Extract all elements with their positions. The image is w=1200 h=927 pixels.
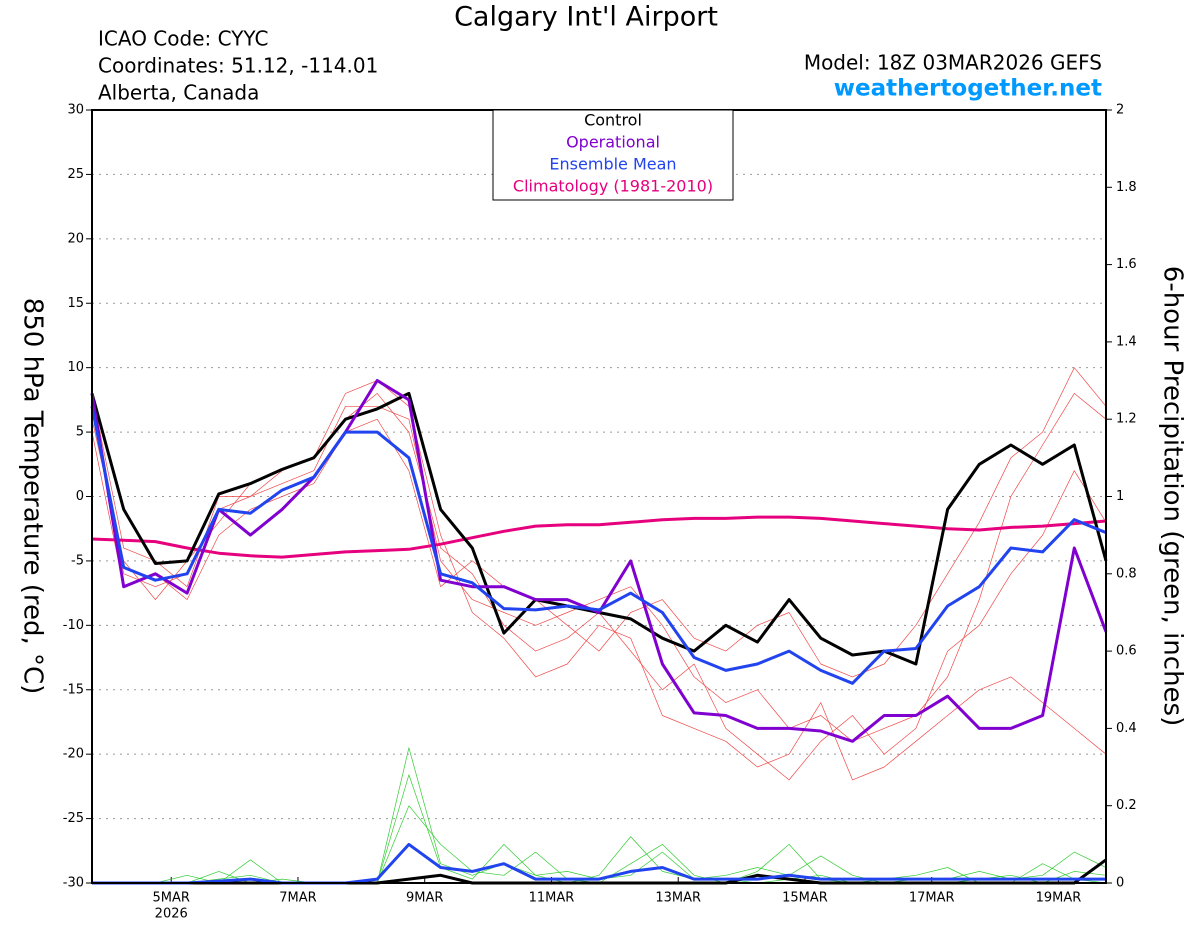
y-tick-label: -30 <box>63 876 84 891</box>
y-tick-label: -10 <box>63 618 84 633</box>
y2-tick-label: 1 <box>1116 489 1124 504</box>
y-tick-label: -25 <box>63 811 84 826</box>
info-line: Alberta, Canada <box>98 81 259 105</box>
y-axis-label: 850 hPa Temperature (red, °C) <box>18 298 48 695</box>
chart-title: Calgary Int'l Airport <box>454 2 718 33</box>
x-tick-label: 5MAR <box>153 891 190 906</box>
y-tick-label: 10 <box>67 360 84 375</box>
series-line <box>92 842 1106 885</box>
x-tick-label: 13MAR <box>655 891 701 906</box>
info-line: ICAO Code: CYYC <box>98 27 269 51</box>
legend-entry: Ensemble Mean <box>549 155 676 174</box>
y2-tick-label: 0 <box>1116 876 1124 891</box>
series-line <box>91 380 1107 781</box>
x-tick-label: 7MAR <box>279 891 316 906</box>
y2-tick-label: 0.4 <box>1116 721 1137 736</box>
x-year-label: 2026 <box>155 907 188 922</box>
y-tick-label: 30 <box>67 103 84 118</box>
y-tick-label: 5 <box>76 425 84 440</box>
x-tick-label: 17MAR <box>909 891 955 906</box>
y2-tick-label: 0.8 <box>1116 566 1137 581</box>
x-tick-label: 11MAR <box>529 891 575 906</box>
y-tick-label: 25 <box>67 167 84 182</box>
y2-tick-label: 0.2 <box>1116 798 1137 813</box>
series-line <box>91 393 1107 742</box>
series-line <box>91 515 1107 559</box>
legend-box <box>492 109 734 201</box>
website[interactable]: weathertogether.net <box>834 76 1102 102</box>
y2-tick-label: 1.6 <box>1116 257 1137 272</box>
series-line <box>90 379 1108 743</box>
y2-tick-label: 1.8 <box>1116 180 1137 195</box>
x-tick-label: 19MAR <box>1036 891 1082 906</box>
y-tick-label: 20 <box>67 231 84 246</box>
legend-entry: Climatology (1981-2010) <box>513 177 713 196</box>
y2-tick-label: 1.4 <box>1116 334 1137 349</box>
y-tick-label: 0 <box>76 489 84 504</box>
x-tick-label: 15MAR <box>782 891 828 906</box>
y-tick-label: 15 <box>67 296 84 311</box>
legend-entry: Operational <box>566 133 660 152</box>
y-tick-label: -15 <box>63 682 84 697</box>
y2-tick-label: 2 <box>1116 103 1124 118</box>
y2-axis-label: 6-hour Precipitation (green, inches) <box>1158 266 1188 726</box>
y-tick-label: -5 <box>71 553 84 568</box>
info-line: Coordinates: 51.12, -114.01 <box>98 54 378 78</box>
legend-entry: Control <box>584 111 642 130</box>
series-line <box>90 406 1107 685</box>
model-label: Model: 18Z 03MAR2026 GEFS <box>804 51 1102 75</box>
x-tick-label: 9MAR <box>406 891 443 906</box>
y2-tick-label: 0.6 <box>1116 644 1137 659</box>
y2-tick-label: 1.2 <box>1116 412 1137 427</box>
y-tick-label: -20 <box>63 747 84 762</box>
